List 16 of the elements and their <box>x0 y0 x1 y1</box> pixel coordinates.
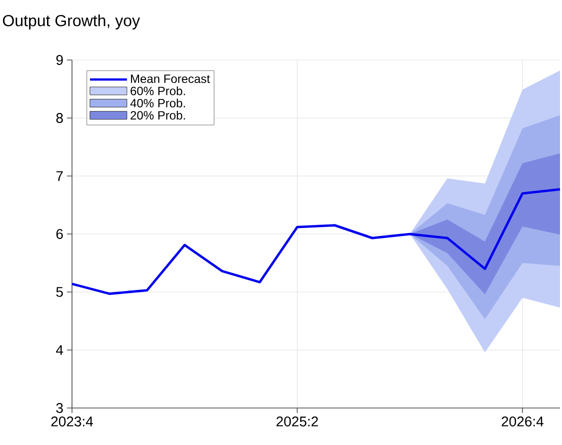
y-tick-label: 8 <box>56 113 63 123</box>
x-tick-label: 2026:4 <box>502 416 544 426</box>
x-tick-label: 2025:2 <box>276 416 318 426</box>
legend-label: 20% Prob. <box>130 110 185 120</box>
legend-label: Mean Forecast <box>131 74 210 84</box>
legend-label: 60% Prob. <box>130 86 185 96</box>
chart-title: Output Growth, yoy <box>2 14 140 30</box>
y-tick-label: 7 <box>56 171 63 181</box>
y-tick-label: 5 <box>56 287 63 297</box>
x-tick-label: 2023:4 <box>51 416 93 426</box>
y-tick-label: 9 <box>56 55 63 65</box>
legend-label: 40% Prob. <box>130 98 185 108</box>
line-series <box>70 188 562 295</box>
y-tick-label: 3 <box>56 403 63 413</box>
y-tick-label: 6 <box>56 229 63 239</box>
y-tick-label: 4 <box>56 345 64 355</box>
